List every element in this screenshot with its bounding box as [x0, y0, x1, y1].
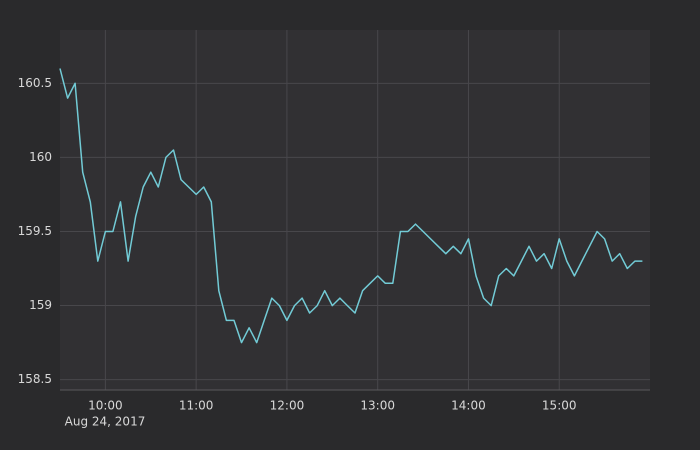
- x-tick-label: 14:00: [451, 399, 486, 413]
- y-tick-label: 159: [29, 298, 52, 312]
- y-tick-label: 160.5: [18, 76, 52, 90]
- y-tick-label: 159.5: [18, 224, 52, 238]
- x-tick-label: 15:00: [542, 399, 577, 413]
- x-tick-label: 11:00: [179, 399, 214, 413]
- price-line: [59, 68, 643, 344]
- x-tick-label: 10:00: [88, 399, 123, 413]
- x-date-label: Aug 24, 2017: [65, 415, 146, 429]
- y-tick-label: 158.5: [18, 372, 52, 386]
- x-tick-label: 13:00: [360, 399, 395, 413]
- y-tick-label: 160: [29, 150, 52, 164]
- x-tick-label: 12:00: [270, 399, 305, 413]
- plot-area: [60, 30, 650, 390]
